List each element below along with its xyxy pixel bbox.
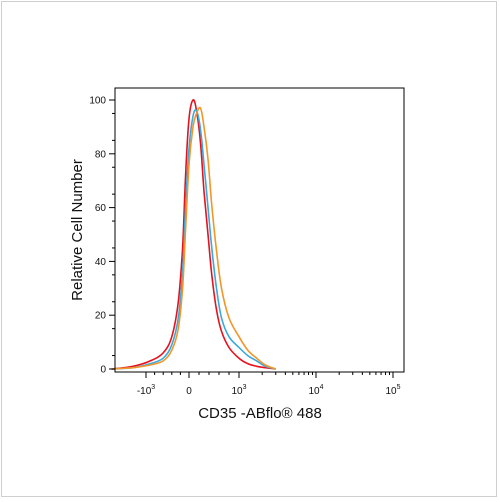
x-tick-label: 0 bbox=[186, 386, 192, 397]
y-axis-title: Relative Cell Number bbox=[69, 159, 86, 301]
y-axis-ticks: 0 20 40 60 80 100 bbox=[89, 96, 115, 376]
x-tick-label: -103 bbox=[137, 384, 155, 397]
series-line-3 bbox=[111, 106, 277, 370]
x-axis-ticks: -103 0 103 104 105 bbox=[137, 372, 401, 397]
y-tick-label: 60 bbox=[95, 203, 107, 214]
x-tick-label: 103 bbox=[231, 384, 246, 397]
y-tick-label: 80 bbox=[95, 149, 107, 160]
y-tick-label: 100 bbox=[89, 96, 106, 107]
y-tick-label: 20 bbox=[95, 311, 107, 322]
x-tick-label: 104 bbox=[308, 384, 323, 397]
x-axis-title: CD35 -ABflo® 488 bbox=[198, 405, 322, 422]
y-tick-label: 40 bbox=[95, 257, 107, 268]
series-line-1 bbox=[111, 98, 276, 370]
x-tick-label: 105 bbox=[385, 384, 400, 397]
plot-area-border bbox=[114, 87, 405, 373]
series-line-2 bbox=[111, 108, 276, 370]
y-tick-label: 0 bbox=[100, 365, 106, 376]
series-layer bbox=[111, 98, 277, 370]
